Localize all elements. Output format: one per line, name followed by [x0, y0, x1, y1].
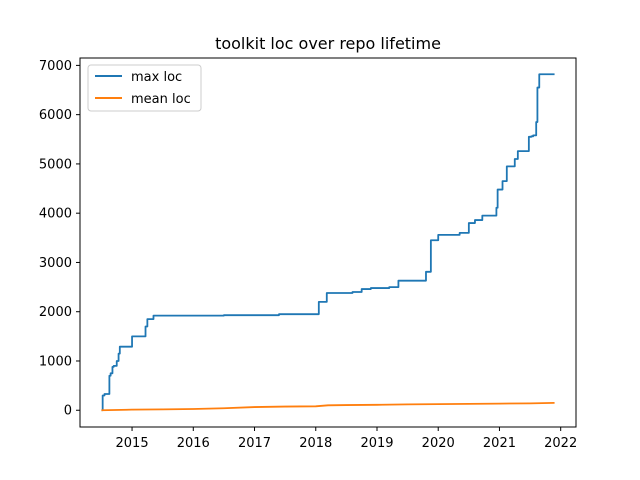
series-line-mean-loc: [101, 401, 555, 412]
y-tick-label: 0: [64, 404, 72, 419]
y-tick-label: 6000: [39, 108, 72, 123]
legend-label-mean-loc: mean loc: [131, 92, 191, 107]
y-tick-label: 3000: [39, 256, 72, 271]
x-tick-label: 2015: [116, 436, 149, 451]
x-tick-label: 2021: [483, 436, 516, 451]
x-tick-label: 2022: [544, 436, 577, 451]
legend: max loc mean loc: [87, 64, 202, 112]
chart-title: toolkit loc over repo lifetime: [215, 34, 441, 53]
y-axis: 0 1000 2000 3000 4000 5000 6000 7000: [39, 59, 80, 419]
legend-label-max-loc: max loc: [131, 70, 182, 85]
y-tick-label: 5000: [39, 157, 72, 172]
x-tick-label: 2018: [299, 436, 332, 451]
x-tick-label: 2016: [177, 436, 210, 451]
y-tick-label: 7000: [39, 59, 72, 74]
y-tick-label: 1000: [39, 354, 72, 369]
x-axis: 2015 2016 2017 2018 2019 2020 2021 2022: [116, 427, 577, 451]
y-tick-label: 4000: [39, 207, 72, 222]
x-tick-label: 2020: [422, 436, 455, 451]
y-tick-label: 2000: [39, 305, 72, 320]
axes-frame: [79, 57, 577, 428]
series-line-max-loc: [101, 73, 555, 412]
x-tick-label: 2017: [238, 436, 271, 451]
x-tick-label: 2019: [360, 436, 393, 451]
